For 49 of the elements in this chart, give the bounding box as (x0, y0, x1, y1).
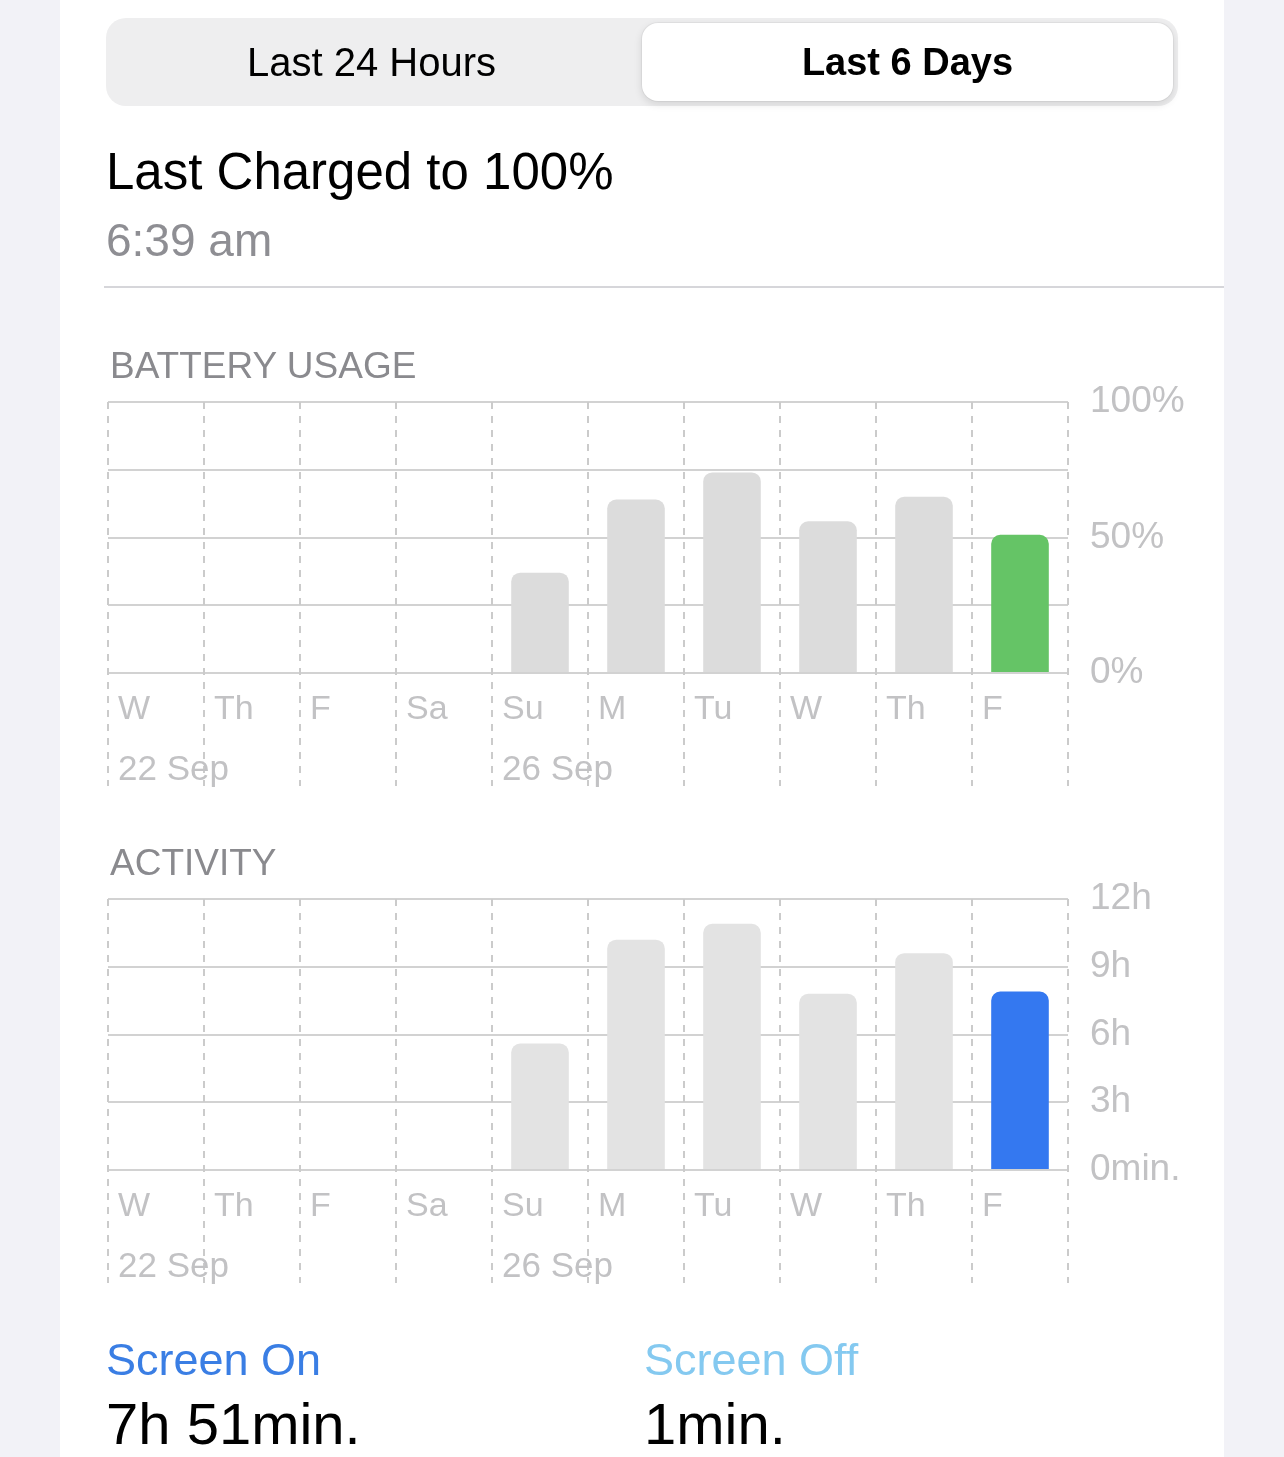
y-tick-label: 100% (1090, 379, 1185, 421)
x-tick-label: Su (502, 688, 544, 727)
x-tick-label: Su (502, 1185, 544, 1224)
text: Screen Off (644, 1334, 859, 1386)
x-tick-label: Th (214, 688, 254, 727)
y-tick-label: 6h (1090, 1011, 1132, 1053)
text: 26 Sep (502, 1244, 613, 1284)
text: 1min. (644, 1391, 786, 1456)
x-tick-label: W (118, 688, 151, 727)
x-tick-label: F (310, 688, 331, 727)
bar (991, 991, 1049, 1169)
segmented-control: Last 24 Hours Last 6 Days (106, 18, 1178, 106)
x-tick-label: Th (886, 1185, 926, 1224)
text: 22 Sep (118, 1244, 229, 1284)
bar (703, 923, 761, 1169)
x-tick-label: W (118, 1185, 151, 1224)
y-tick-label: 0% (1090, 650, 1144, 692)
x-tick-label: F (982, 688, 1003, 727)
x-tick-label: Th (214, 1185, 254, 1224)
x-tick-label: F (310, 1185, 331, 1224)
y-tick-label: 50% (1090, 514, 1165, 556)
x-tick-label: M (598, 1185, 627, 1224)
x-tick-label: F (982, 1185, 1003, 1224)
bar (991, 534, 1049, 672)
x-tick-label: W (790, 1185, 823, 1224)
y-tick-label: 3h (1090, 1079, 1132, 1121)
bar (895, 953, 953, 1169)
bar (799, 993, 857, 1169)
chart-title: ACTIVITY (110, 842, 277, 883)
text: Screen On (106, 1334, 322, 1386)
segment-button: Last 6 Days (642, 23, 1173, 101)
x-tick-label: W (790, 688, 823, 727)
bar (511, 1043, 569, 1169)
text: 7h 51min. (106, 1391, 361, 1456)
text: 6:39 am (106, 214, 273, 266)
y-tick-label: 9h (1090, 943, 1132, 985)
text: Last Charged to 100% (106, 143, 614, 201)
x-tick-label: Sa (406, 1185, 448, 1224)
text: 26 Sep (502, 747, 613, 787)
x-tick-label: Tu (694, 1185, 733, 1224)
bar (607, 939, 665, 1169)
x-tick-label: Tu (694, 688, 733, 727)
text: 22 Sep (118, 747, 229, 787)
y-tick-label: 12h (1090, 876, 1152, 918)
y-tick-label: 0min. (1090, 1147, 1181, 1189)
x-tick-label: M (598, 688, 627, 727)
x-tick-label: Th (886, 688, 926, 727)
chart-title: BATTERY USAGE (110, 345, 417, 386)
x-tick-label: Sa (406, 688, 448, 727)
